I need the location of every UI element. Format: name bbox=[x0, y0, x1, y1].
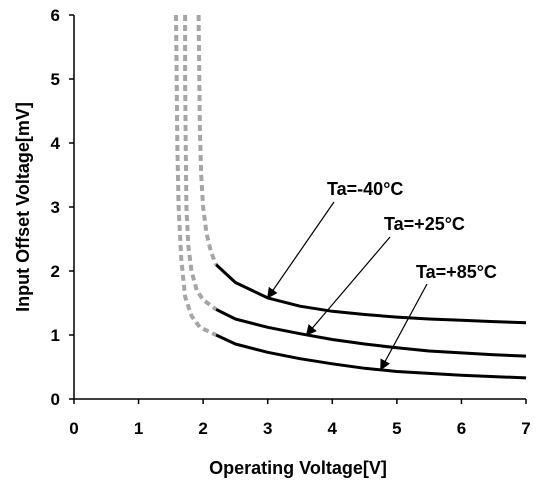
series-1-line bbox=[215, 308, 527, 358]
y-tick-label: 2 bbox=[51, 262, 60, 281]
x-tick-label: 2 bbox=[198, 419, 207, 438]
x-tick-label: 6 bbox=[457, 419, 466, 438]
annotations: Ta=-40°C Ta=+25°C Ta=+85°C bbox=[267, 179, 497, 371]
x-ticks: 0 1 2 3 4 5 6 7 bbox=[69, 399, 531, 438]
series-2-dashed-line bbox=[174, 14, 217, 337]
series-2-line bbox=[215, 333, 527, 380]
x-tick-label: 5 bbox=[392, 419, 401, 438]
annotation-label: Ta=+25°C bbox=[384, 214, 465, 234]
y-tick-label: 1 bbox=[51, 326, 60, 345]
y-tick-label: 3 bbox=[51, 198, 60, 217]
annotation-arrow bbox=[380, 283, 428, 371]
dashed-curves bbox=[174, 14, 218, 337]
y-ticks: 0 1 2 3 4 5 6 bbox=[51, 6, 74, 409]
y-tick-label: 4 bbox=[51, 134, 61, 153]
x-tick-label: 7 bbox=[521, 419, 530, 438]
annotation-label: Ta=+85°C bbox=[416, 262, 497, 282]
series-0-line bbox=[215, 263, 527, 325]
x-tick-label: 3 bbox=[263, 419, 272, 438]
annotation-arrow bbox=[305, 236, 391, 336]
x-tick-label: 4 bbox=[328, 419, 338, 438]
annotation-label: Ta=-40°C bbox=[327, 179, 403, 199]
solid-curves bbox=[215, 263, 527, 380]
annotation-arrow bbox=[267, 201, 335, 299]
series-1-dashed-line bbox=[183, 15, 218, 312]
plot-frame bbox=[73, 15, 526, 400]
y-tick-label: 6 bbox=[51, 6, 60, 25]
y-axis-title: Input Offset Voltage[mV] bbox=[13, 102, 33, 312]
y-tick-label: 5 bbox=[51, 70, 60, 89]
x-tick-label: 0 bbox=[69, 419, 78, 438]
y-tick-label: 0 bbox=[51, 390, 60, 409]
x-axis-title: Operating Voltage[V] bbox=[209, 458, 387, 478]
series-0-dashed-line bbox=[196, 14, 218, 266]
x-tick-label: 1 bbox=[134, 419, 143, 438]
